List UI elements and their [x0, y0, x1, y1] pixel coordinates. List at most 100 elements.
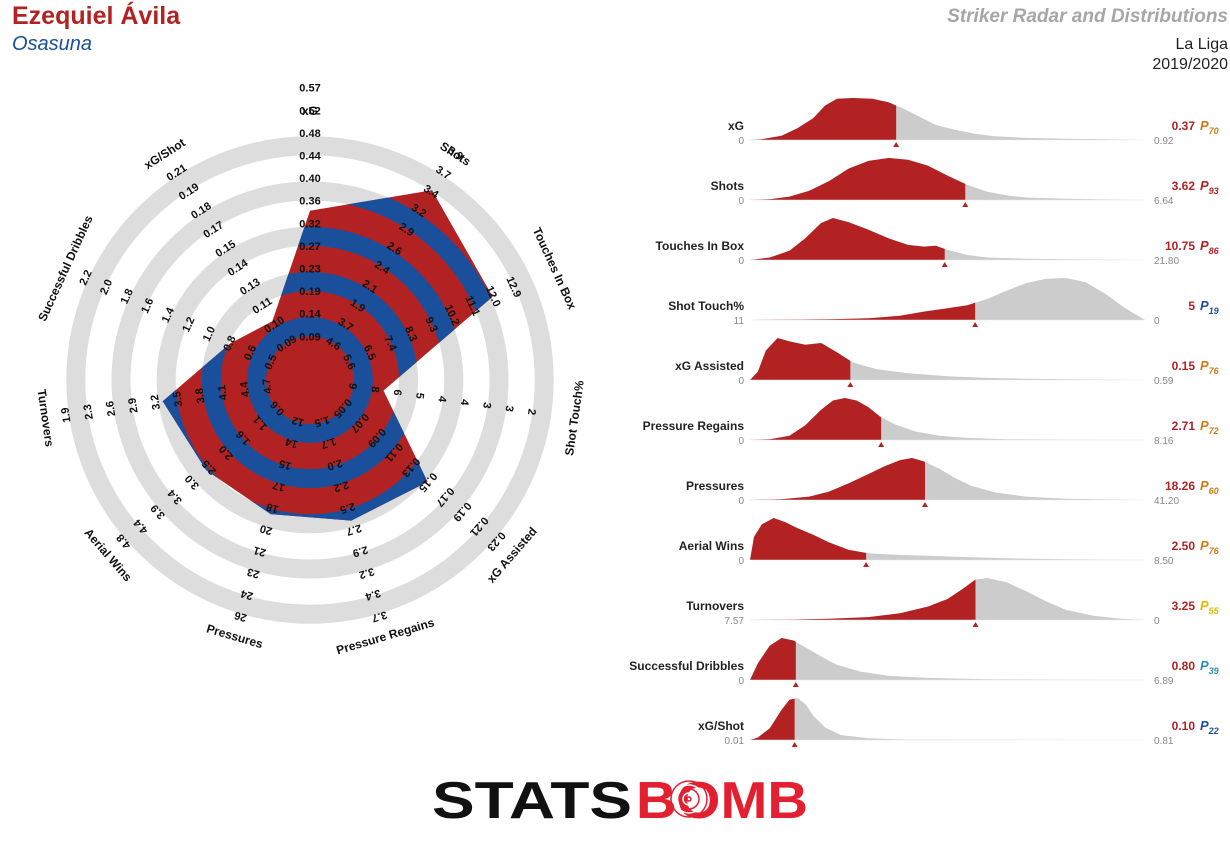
radar-tick-label: 2.2	[78, 268, 95, 287]
radar-tick-label: 3.7	[370, 608, 388, 624]
radar-tick-label: 1.9	[59, 407, 73, 424]
radar-tick-label: 20	[259, 522, 274, 537]
radar-tick-label: 1.2	[180, 315, 197, 334]
distribution-max: 8.50	[1154, 556, 1174, 567]
radar-tick-label: 8.3	[402, 325, 419, 344]
distribution-max: 41.20	[1154, 496, 1179, 507]
percentile-value: 93	[1209, 186, 1219, 196]
value-marker	[941, 262, 948, 267]
radar-axis-label: xG	[302, 104, 318, 118]
distribution-panel: xG 0 0.92 0.37 P70 Shots 0 6.64 3.62 P93 Touches I…	[629, 98, 1220, 747]
distribution-min: 0	[738, 256, 744, 267]
radar-tick-label: 3.2	[149, 394, 163, 411]
distribution-curve-filled	[750, 98, 897, 140]
radar-tick-label: 2.5	[338, 500, 356, 516]
distribution-percentile: P86	[1200, 238, 1220, 256]
radar-tick-label: 0.36	[299, 196, 320, 208]
radar-tick-label: 0.40	[299, 173, 320, 185]
logo-target-ring	[686, 796, 692, 802]
percentile-value: 76	[1209, 366, 1220, 376]
radar-tick-label: 1.8	[119, 287, 136, 306]
radar-tick-label: 2.7	[345, 521, 363, 537]
radar-tick-label: 2.9	[126, 397, 140, 414]
distribution-value: 2.71	[1172, 419, 1196, 433]
distribution-value: 0.15	[1172, 359, 1196, 373]
distribution-max: 21.80	[1154, 256, 1179, 267]
percentile-value: 86	[1209, 246, 1220, 256]
player-name: Ezequiel Ávila	[12, 2, 181, 30]
logo-text-bomb: BOMB	[636, 772, 808, 830]
value-marker	[878, 442, 885, 447]
radar-tick-label: 1.7	[319, 435, 337, 451]
percentile-value: 55	[1209, 606, 1220, 616]
distribution-percentile: P93	[1200, 178, 1219, 196]
distribution-curve-filled	[750, 398, 882, 440]
distribution-label: Shots	[711, 179, 745, 193]
value-marker	[791, 742, 798, 747]
radar-tick-label: 24	[239, 587, 255, 602]
percentile-value: 76	[1209, 546, 1220, 556]
distribution-max: 0.59	[1154, 376, 1174, 387]
radar-tick-label: 3.8	[194, 387, 208, 404]
distribution-percentile: P76	[1200, 358, 1220, 376]
distribution-percentile: P39	[1200, 658, 1219, 676]
radar-tick-label: 9.3	[422, 315, 439, 334]
radar-tick-label: 18	[265, 500, 280, 515]
logo-target-ring	[670, 780, 708, 818]
radar-tick-label: 1.5	[313, 413, 331, 429]
radar-tick-label: 0.32	[299, 218, 320, 230]
radar-tick-label: 0.52	[299, 105, 320, 117]
distribution-percentile: P55	[1200, 598, 1220, 616]
distribution-value: 0.37	[1172, 119, 1196, 133]
radar-tick-label: 4	[458, 398, 471, 407]
distribution-max: 6.64	[1154, 196, 1174, 207]
radar-tick-label: 0.14	[299, 309, 321, 321]
distribution-percentile: P19	[1200, 298, 1219, 316]
distribution-max: 6.89	[1154, 676, 1174, 687]
distribution-percentile: P60	[1200, 478, 1219, 496]
distribution-min: 0	[738, 196, 744, 207]
distribution-curve	[750, 458, 1145, 500]
radar-tick-label: 3.4	[363, 587, 382, 603]
distribution-min: 0	[738, 136, 744, 147]
distribution-row: Turnovers 7.57 0 3.25 P55	[686, 578, 1220, 627]
distribution-max: 0	[1154, 616, 1160, 627]
radar-tick-label: 4.1	[216, 384, 230, 401]
radar-chart: 0.09 0.14 0.19 0.23 0.27 0.32 0.36 0.40 0.44 0.48…	[35, 83, 587, 658]
radar-tick-label: 4.4	[238, 380, 252, 398]
value-marker	[972, 622, 979, 627]
logo-target-icon	[670, 780, 708, 818]
value-marker	[962, 202, 969, 207]
distribution-curve-filled	[750, 518, 867, 560]
distribution-curve-filled	[750, 638, 796, 680]
distribution-percentile: P22	[1200, 718, 1219, 736]
radar-tick-label: 14	[283, 435, 299, 450]
radar-tick-label: 3	[502, 405, 515, 413]
value-marker	[792, 682, 799, 687]
distribution-label: Aerial Wins	[679, 539, 745, 553]
distribution-row: Successful Dribbles 0 6.89 0.80 P39	[629, 638, 1219, 687]
radar-tick-label: 2.6	[104, 400, 118, 417]
value-marker	[847, 382, 854, 387]
radar-tick-label: 15	[278, 457, 293, 472]
distribution-label: xG Assisted	[675, 359, 744, 373]
percentile-value: 39	[1209, 666, 1219, 676]
distribution-value: 2.50	[1172, 539, 1196, 553]
distribution-label: Pressure Regains	[643, 419, 745, 433]
radar-tick-label: 2	[525, 408, 538, 416]
radar-tick-label: 2.2	[332, 478, 350, 494]
distribution-row: Pressure Regains 0 8.16 2.71 P72	[643, 398, 1219, 447]
radar-tick-label: 6	[391, 389, 404, 397]
distribution-curve-filled	[750, 338, 851, 380]
distribution-max: 0	[1154, 316, 1160, 327]
radar-tick-label: 0.09	[299, 331, 320, 343]
radar-tick-label: 12	[290, 413, 305, 428]
distribution-min: 0	[738, 496, 744, 507]
radar-tick-label: 0.27	[299, 241, 320, 253]
radar-tick-label: 6.5	[361, 343, 378, 362]
radar-tick-label: 1.0	[201, 325, 218, 344]
radar-tick-label: 0.8	[221, 334, 238, 353]
radar-tick-label: 3.5	[171, 391, 185, 408]
distribution-label: Successful Dribbles	[629, 659, 744, 673]
distribution-percentile: P72	[1200, 418, 1219, 436]
